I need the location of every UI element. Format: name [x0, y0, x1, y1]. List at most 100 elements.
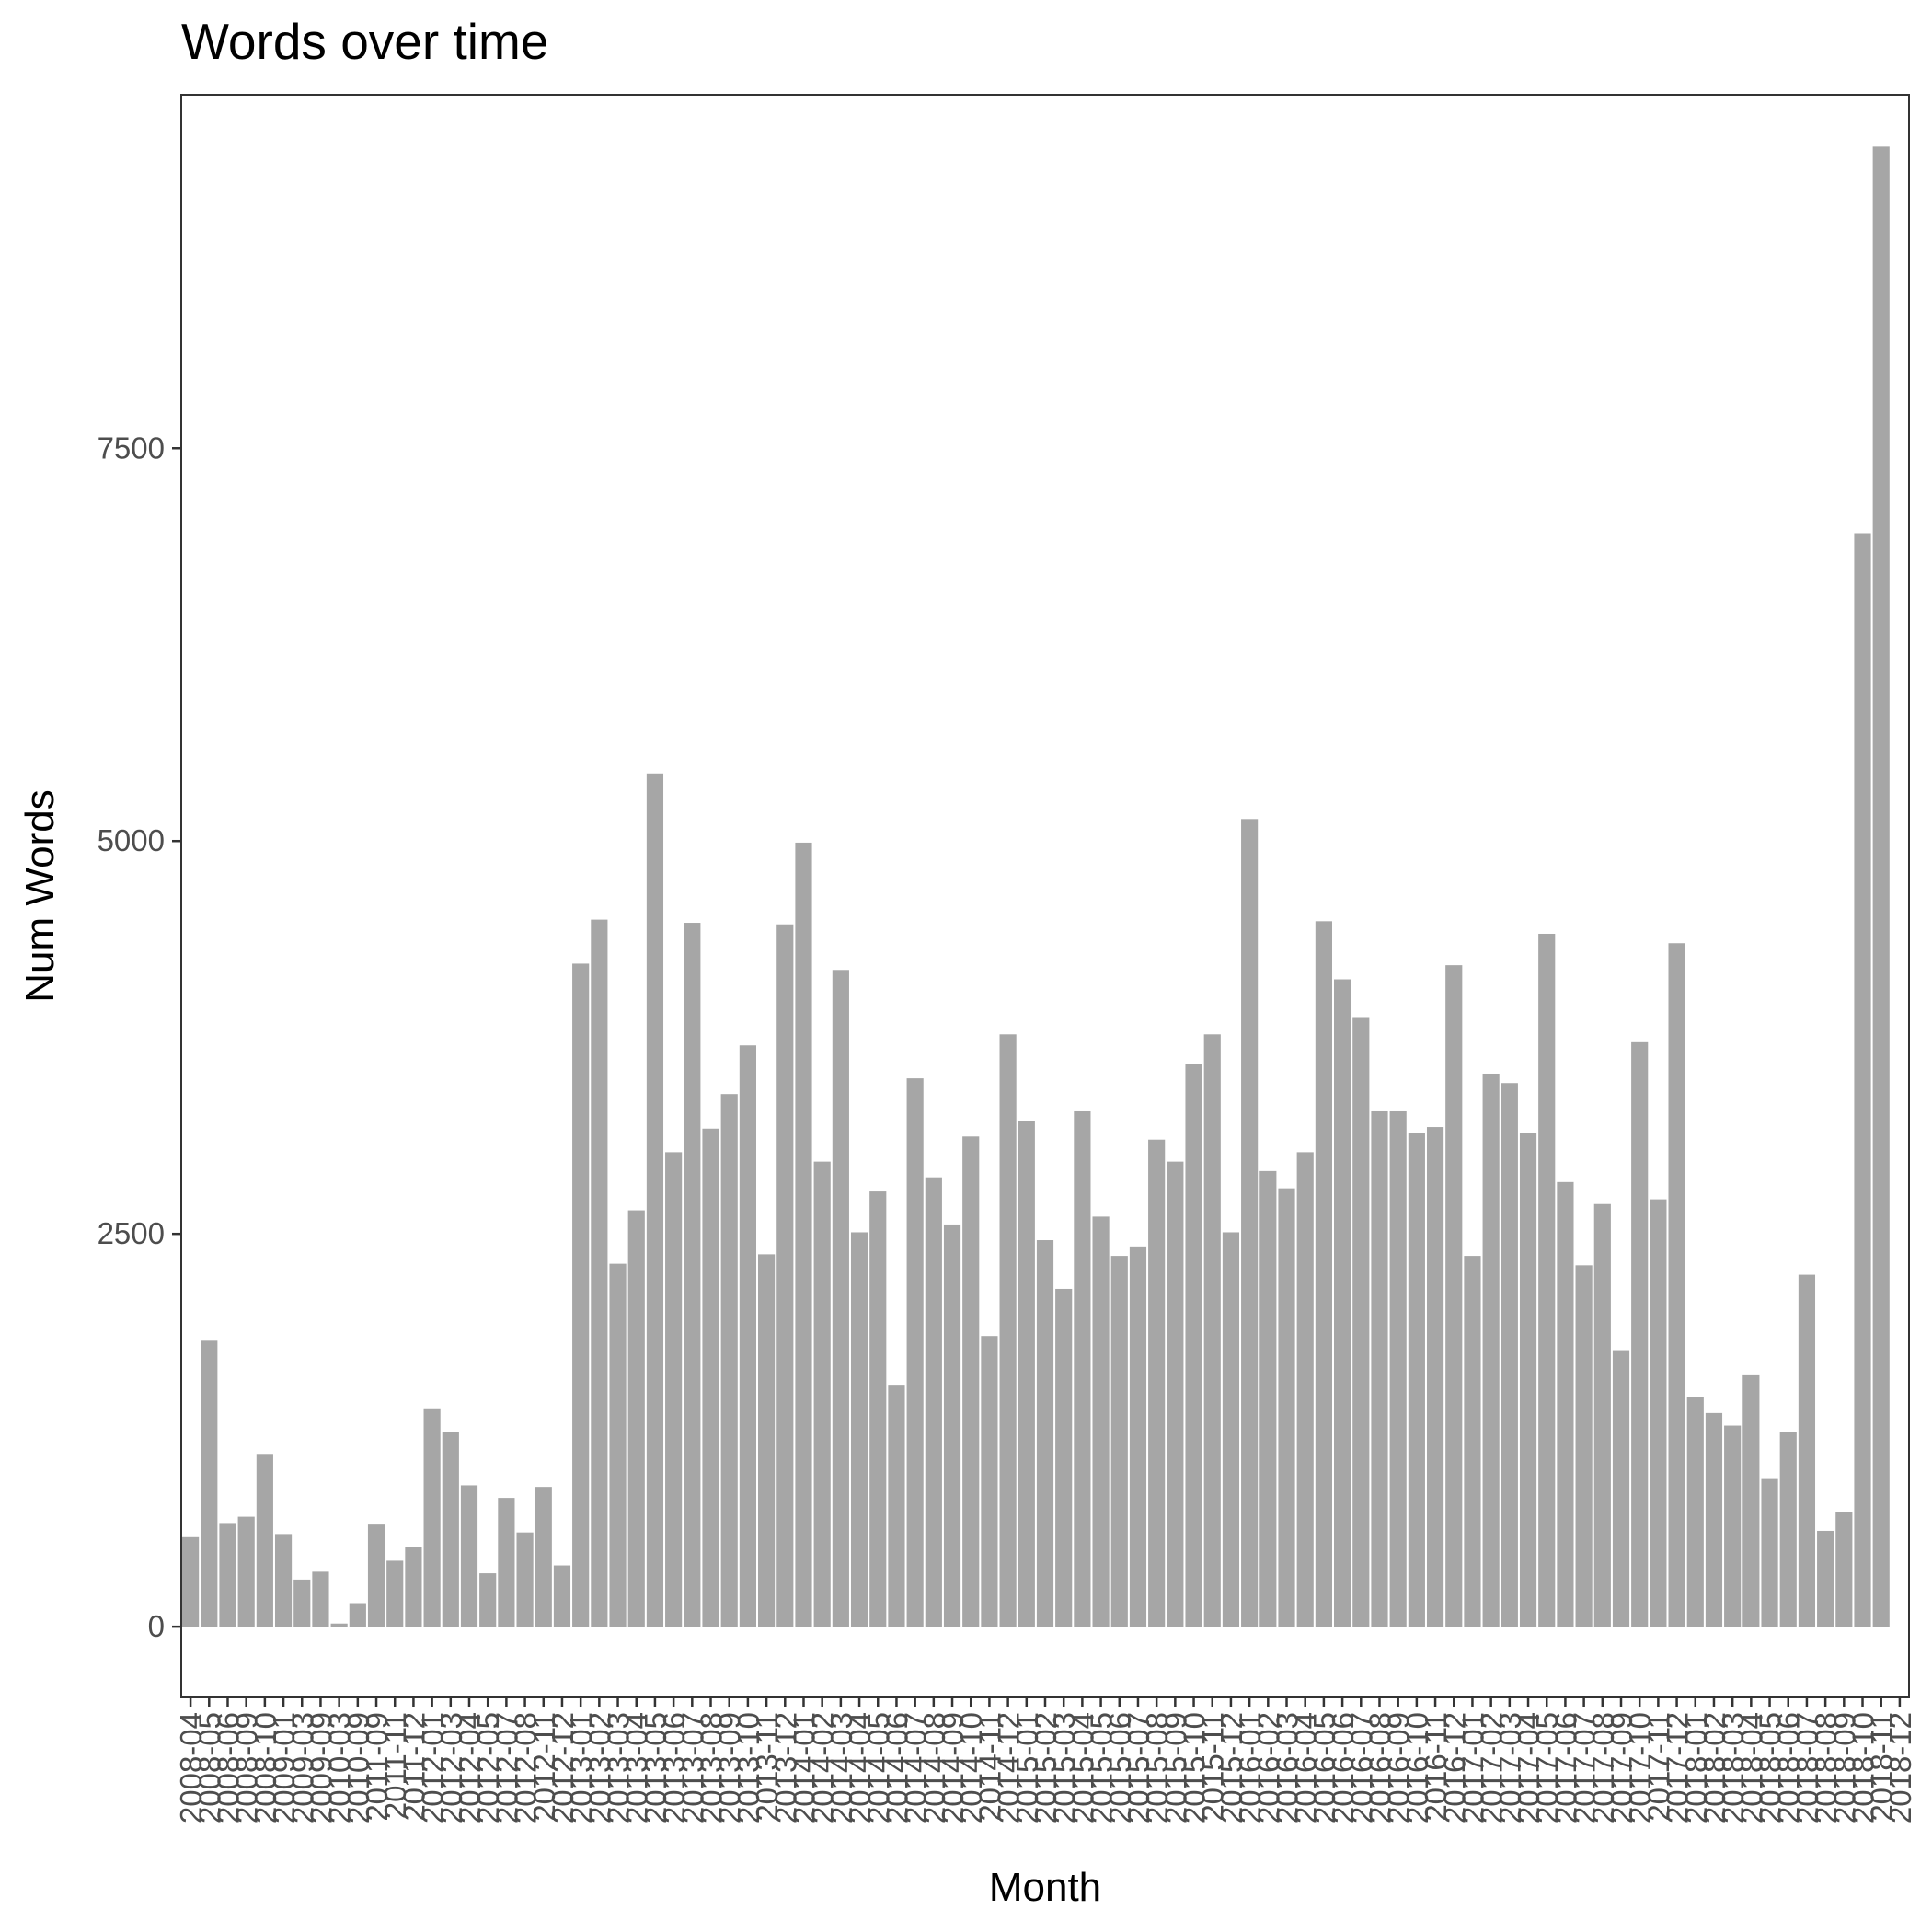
y-tick-label: 5000: [98, 823, 165, 857]
bar: [1389, 1110, 1407, 1627]
x-tick-label: 2015-06: [1103, 1712, 1137, 1823]
bar: [1742, 1374, 1760, 1627]
bar: [367, 1524, 385, 1627]
x-tick-label: 2015-03: [1047, 1712, 1081, 1823]
x-tick-label: 2014-07: [899, 1712, 933, 1823]
bar: [813, 1161, 831, 1627]
x-tick-label: 2013-04: [620, 1712, 654, 1823]
x-tick-label: 2012-12: [546, 1712, 580, 1823]
bar: [553, 1565, 571, 1627]
bar: [1650, 1199, 1667, 1627]
x-tick-label: 2010-09: [341, 1712, 375, 1823]
bar: [665, 1152, 683, 1627]
x-tick-label: 2017-01: [1455, 1712, 1489, 1823]
x-tick-label: 2014-11: [972, 1712, 1006, 1822]
bar: [1352, 1017, 1370, 1627]
bar: [1835, 1512, 1853, 1627]
x-tick-label: 2012-05: [471, 1712, 505, 1823]
bar: [498, 1498, 515, 1627]
bar: [1761, 1478, 1778, 1627]
bar: [274, 1534, 293, 1627]
x-tick-label: 2014-02: [806, 1712, 840, 1823]
bars-group: [182, 146, 1890, 1627]
x-tick-label: 2013-09: [713, 1712, 747, 1823]
x-tick-label: 2012-03: [434, 1712, 468, 1823]
x-tick-label: 2018-11: [1865, 1712, 1899, 1822]
bar: [1575, 1265, 1593, 1627]
x-tick-label: 2014-12: [992, 1712, 1026, 1823]
bar: [1018, 1121, 1035, 1627]
x-tick-label: 2016-12: [1437, 1712, 1471, 1823]
bar: [888, 1385, 905, 1627]
x-tick-label: 2017-04: [1512, 1712, 1546, 1823]
x-tick-label: 2017-03: [1493, 1712, 1527, 1823]
bar: [1519, 1133, 1537, 1627]
x-tick-label: 2014-10: [954, 1712, 988, 1823]
x-tick-label: 2016-10: [1400, 1712, 1434, 1823]
x-tick-label: 2015-08: [1140, 1712, 1174, 1823]
bar: [1557, 1181, 1574, 1627]
bar: [1686, 1397, 1704, 1627]
bar: [1334, 979, 1351, 1627]
x-tick-label: 2018-05: [1754, 1712, 1788, 1823]
bar: [182, 1536, 200, 1627]
bar: [1241, 819, 1259, 1627]
x-axis: 2008-042008-052008-062008-092008-102009-…: [174, 1697, 1917, 1823]
x-tick-label: 2017-02: [1475, 1712, 1509, 1823]
x-tick-label: 2009-09: [304, 1712, 338, 1823]
bar: [1593, 1203, 1611, 1627]
bar: [962, 1136, 980, 1627]
bar: [1482, 1073, 1500, 1627]
x-tick-label: 2016-11: [1419, 1712, 1453, 1822]
x-tick-label: 2011-09: [360, 1712, 394, 1822]
bar: [535, 1487, 552, 1627]
y-tick-label: 2500: [98, 1216, 165, 1250]
bar: [591, 919, 608, 1627]
x-tick-label: 2017-09: [1604, 1712, 1639, 1823]
x-tick-label: 2013-07: [675, 1712, 709, 1823]
bar: [1612, 1350, 1630, 1627]
x-tick-label: 2013-01: [564, 1712, 598, 1823]
bar: [850, 1232, 868, 1627]
x-tick-label: 2014-05: [861, 1712, 895, 1823]
x-tick-label: 2018-06: [1772, 1712, 1806, 1823]
x-tick-label: 2018-10: [1846, 1712, 1880, 1823]
bar: [981, 1336, 998, 1627]
bar: [1203, 1034, 1221, 1627]
bar: [1408, 1133, 1425, 1627]
bar: [943, 1224, 961, 1627]
bar: [219, 1523, 236, 1627]
bar: [1074, 1110, 1091, 1627]
bar: [869, 1191, 887, 1627]
bar: [925, 1177, 942, 1627]
x-tick-label: 2018-03: [1716, 1712, 1750, 1823]
x-tick-label: 2017-10: [1623, 1712, 1657, 1823]
x-tick-label: 2016-05: [1307, 1712, 1341, 1823]
x-tick-label: 2016-01: [1233, 1712, 1267, 1823]
bar: [572, 963, 590, 1627]
bar: [1278, 1188, 1295, 1627]
y-tick-label: 0: [148, 1609, 165, 1643]
x-tick-label: 2013-11: [750, 1712, 784, 1822]
bar: [1185, 1064, 1202, 1627]
bar: [349, 1603, 366, 1627]
x-tick-label: 2015-05: [1085, 1712, 1119, 1823]
bar: [293, 1579, 311, 1627]
x-tick-label: 2018-12: [1883, 1712, 1917, 1823]
x-tick-label: 2012-07: [489, 1712, 523, 1823]
x-tick-label: 2018-02: [1697, 1712, 1731, 1823]
bar: [1724, 1425, 1742, 1627]
x-tick-label: 2015-12: [1214, 1712, 1248, 1823]
x-tick-label: 2014-01: [787, 1712, 821, 1823]
x-tick-label: 2008-09: [230, 1712, 264, 1823]
x-tick-label: 2017-08: [1586, 1712, 1620, 1823]
bar: [1854, 533, 1871, 1627]
bar: [720, 1094, 738, 1627]
x-tick-label: 2015-09: [1158, 1712, 1192, 1823]
bar: [1705, 1412, 1723, 1627]
x-tick-label: 2008-05: [192, 1712, 226, 1823]
bar: [386, 1560, 404, 1627]
bar: [1872, 146, 1890, 1627]
bar: [1296, 1152, 1314, 1627]
